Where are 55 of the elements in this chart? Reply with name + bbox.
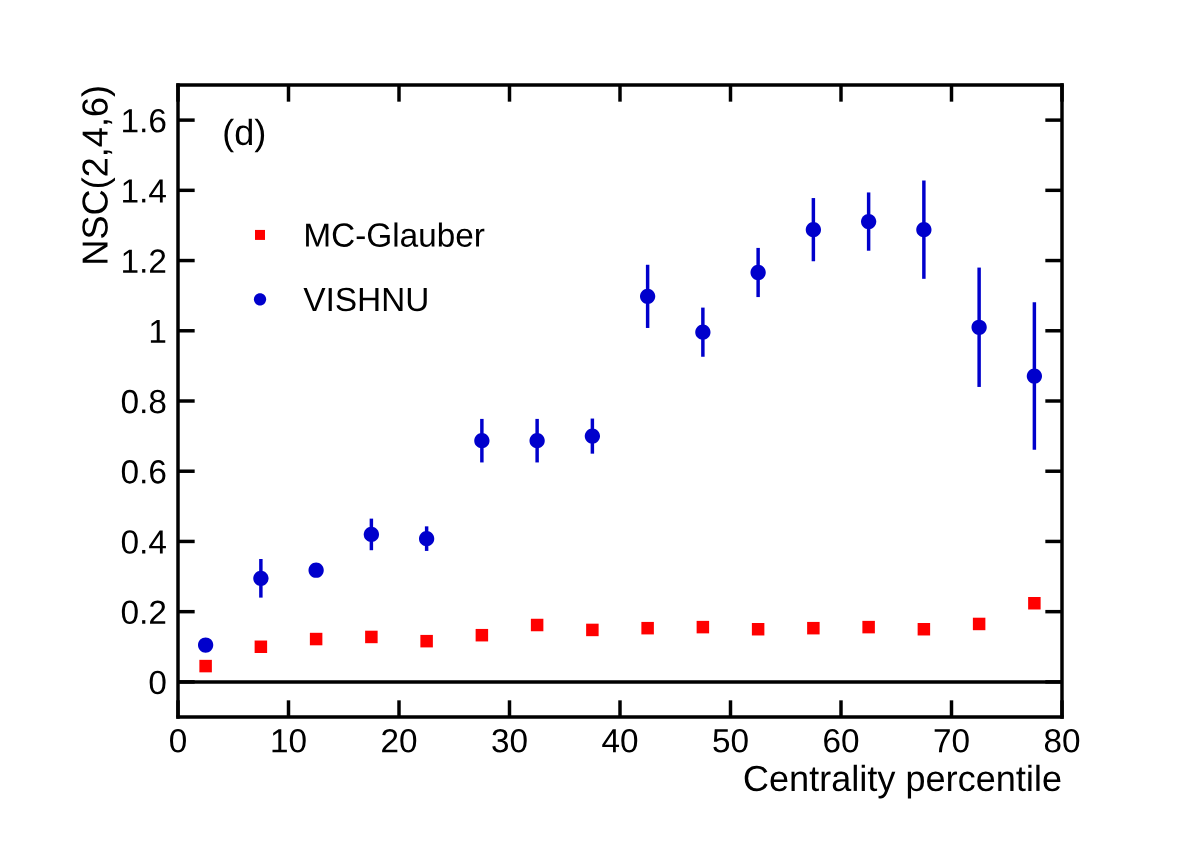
point: [475, 628, 489, 642]
y-axis-title: NSC(2,4,6): [81, 87, 115, 263]
y-tick-label: 1: [150, 319, 166, 343]
y-tick-label: 0.8: [121, 389, 166, 414]
point: [860, 213, 877, 230]
point: [418, 531, 435, 547]
x-tick-label: 40: [602, 728, 638, 753]
point: [365, 630, 378, 644]
y-tick-label: 1.2: [123, 249, 166, 273]
y-tick-label: 0.4: [121, 530, 166, 554]
point: [530, 618, 544, 632]
point: [916, 222, 932, 238]
point: [309, 632, 323, 646]
point: [308, 562, 324, 578]
x-axis-title: Centrality percentile: [744, 764, 1061, 799]
y-tick-label: 1.6: [123, 108, 166, 133]
point: [586, 623, 599, 637]
x-tick-label: 0: [170, 728, 186, 753]
x-tick-label: 20: [382, 728, 417, 753]
point: [474, 433, 490, 449]
point: [972, 617, 986, 631]
legend-label: MC-Glauber: [306, 222, 485, 247]
point: [197, 637, 214, 653]
x-tick-label: 30: [492, 728, 527, 753]
point: [641, 621, 654, 635]
x-tick-label: 60: [824, 728, 859, 753]
point: [807, 621, 820, 635]
x-tick-label: 10: [272, 728, 306, 753]
point: [363, 526, 380, 543]
point: [529, 433, 545, 449]
point: [420, 634, 433, 648]
point: [584, 428, 601, 444]
annotation: (d): [224, 118, 265, 153]
y-tick-label: 0.2: [121, 600, 166, 625]
point: [695, 324, 711, 340]
x-tick-label: 70: [934, 728, 969, 753]
legend-label: VISHNU: [303, 287, 427, 312]
point: [639, 288, 656, 305]
point: [696, 620, 710, 634]
y-tick-label: 0.6: [121, 460, 166, 484]
y-tick-label: 1.4: [123, 179, 166, 203]
point: [917, 622, 931, 636]
point: [862, 620, 875, 634]
point: [750, 264, 766, 281]
point: [254, 640, 268, 654]
point: [1028, 596, 1041, 610]
point: [751, 622, 765, 636]
y-tick-label: 0: [149, 670, 166, 695]
point: [1026, 368, 1043, 384]
x-tick-label: 50: [713, 728, 748, 753]
x-tick-label: 80: [1044, 728, 1080, 753]
point: [199, 659, 212, 673]
point: [971, 319, 987, 335]
point: [805, 222, 822, 238]
point: [253, 570, 269, 586]
